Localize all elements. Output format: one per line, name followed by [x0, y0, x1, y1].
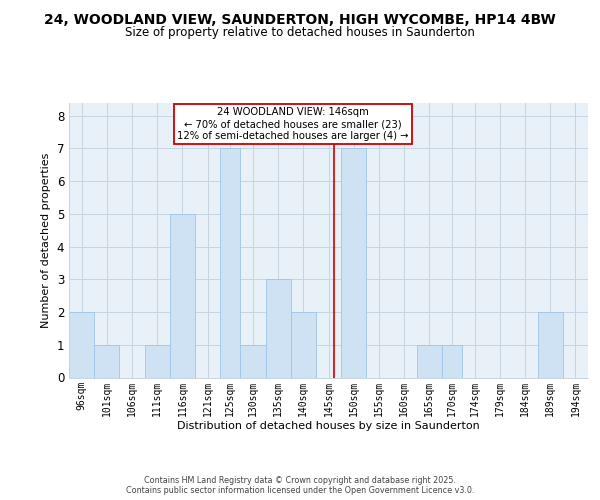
Bar [538, 312, 563, 378]
Bar [291, 312, 316, 378]
Bar [94, 345, 119, 378]
Y-axis label: Number of detached properties: Number of detached properties [41, 152, 51, 328]
Bar [341, 148, 366, 378]
Bar [266, 280, 291, 378]
Bar [241, 345, 266, 378]
Bar [69, 312, 94, 378]
Bar [170, 214, 195, 378]
Bar [145, 345, 170, 378]
Text: 24 WOODLAND VIEW: 146sqm
← 70% of detached houses are smaller (23)
12% of semi-d: 24 WOODLAND VIEW: 146sqm ← 70% of detach… [178, 108, 409, 140]
Bar [220, 148, 241, 378]
Bar [442, 345, 462, 378]
Text: 24, WOODLAND VIEW, SAUNDERTON, HIGH WYCOMBE, HP14 4BW: 24, WOODLAND VIEW, SAUNDERTON, HIGH WYCO… [44, 12, 556, 26]
Text: Contains HM Land Registry data © Crown copyright and database right 2025.
Contai: Contains HM Land Registry data © Crown c… [126, 476, 474, 495]
Bar [416, 345, 442, 378]
Text: Size of property relative to detached houses in Saunderton: Size of property relative to detached ho… [125, 26, 475, 39]
X-axis label: Distribution of detached houses by size in Saunderton: Distribution of detached houses by size … [177, 421, 480, 431]
